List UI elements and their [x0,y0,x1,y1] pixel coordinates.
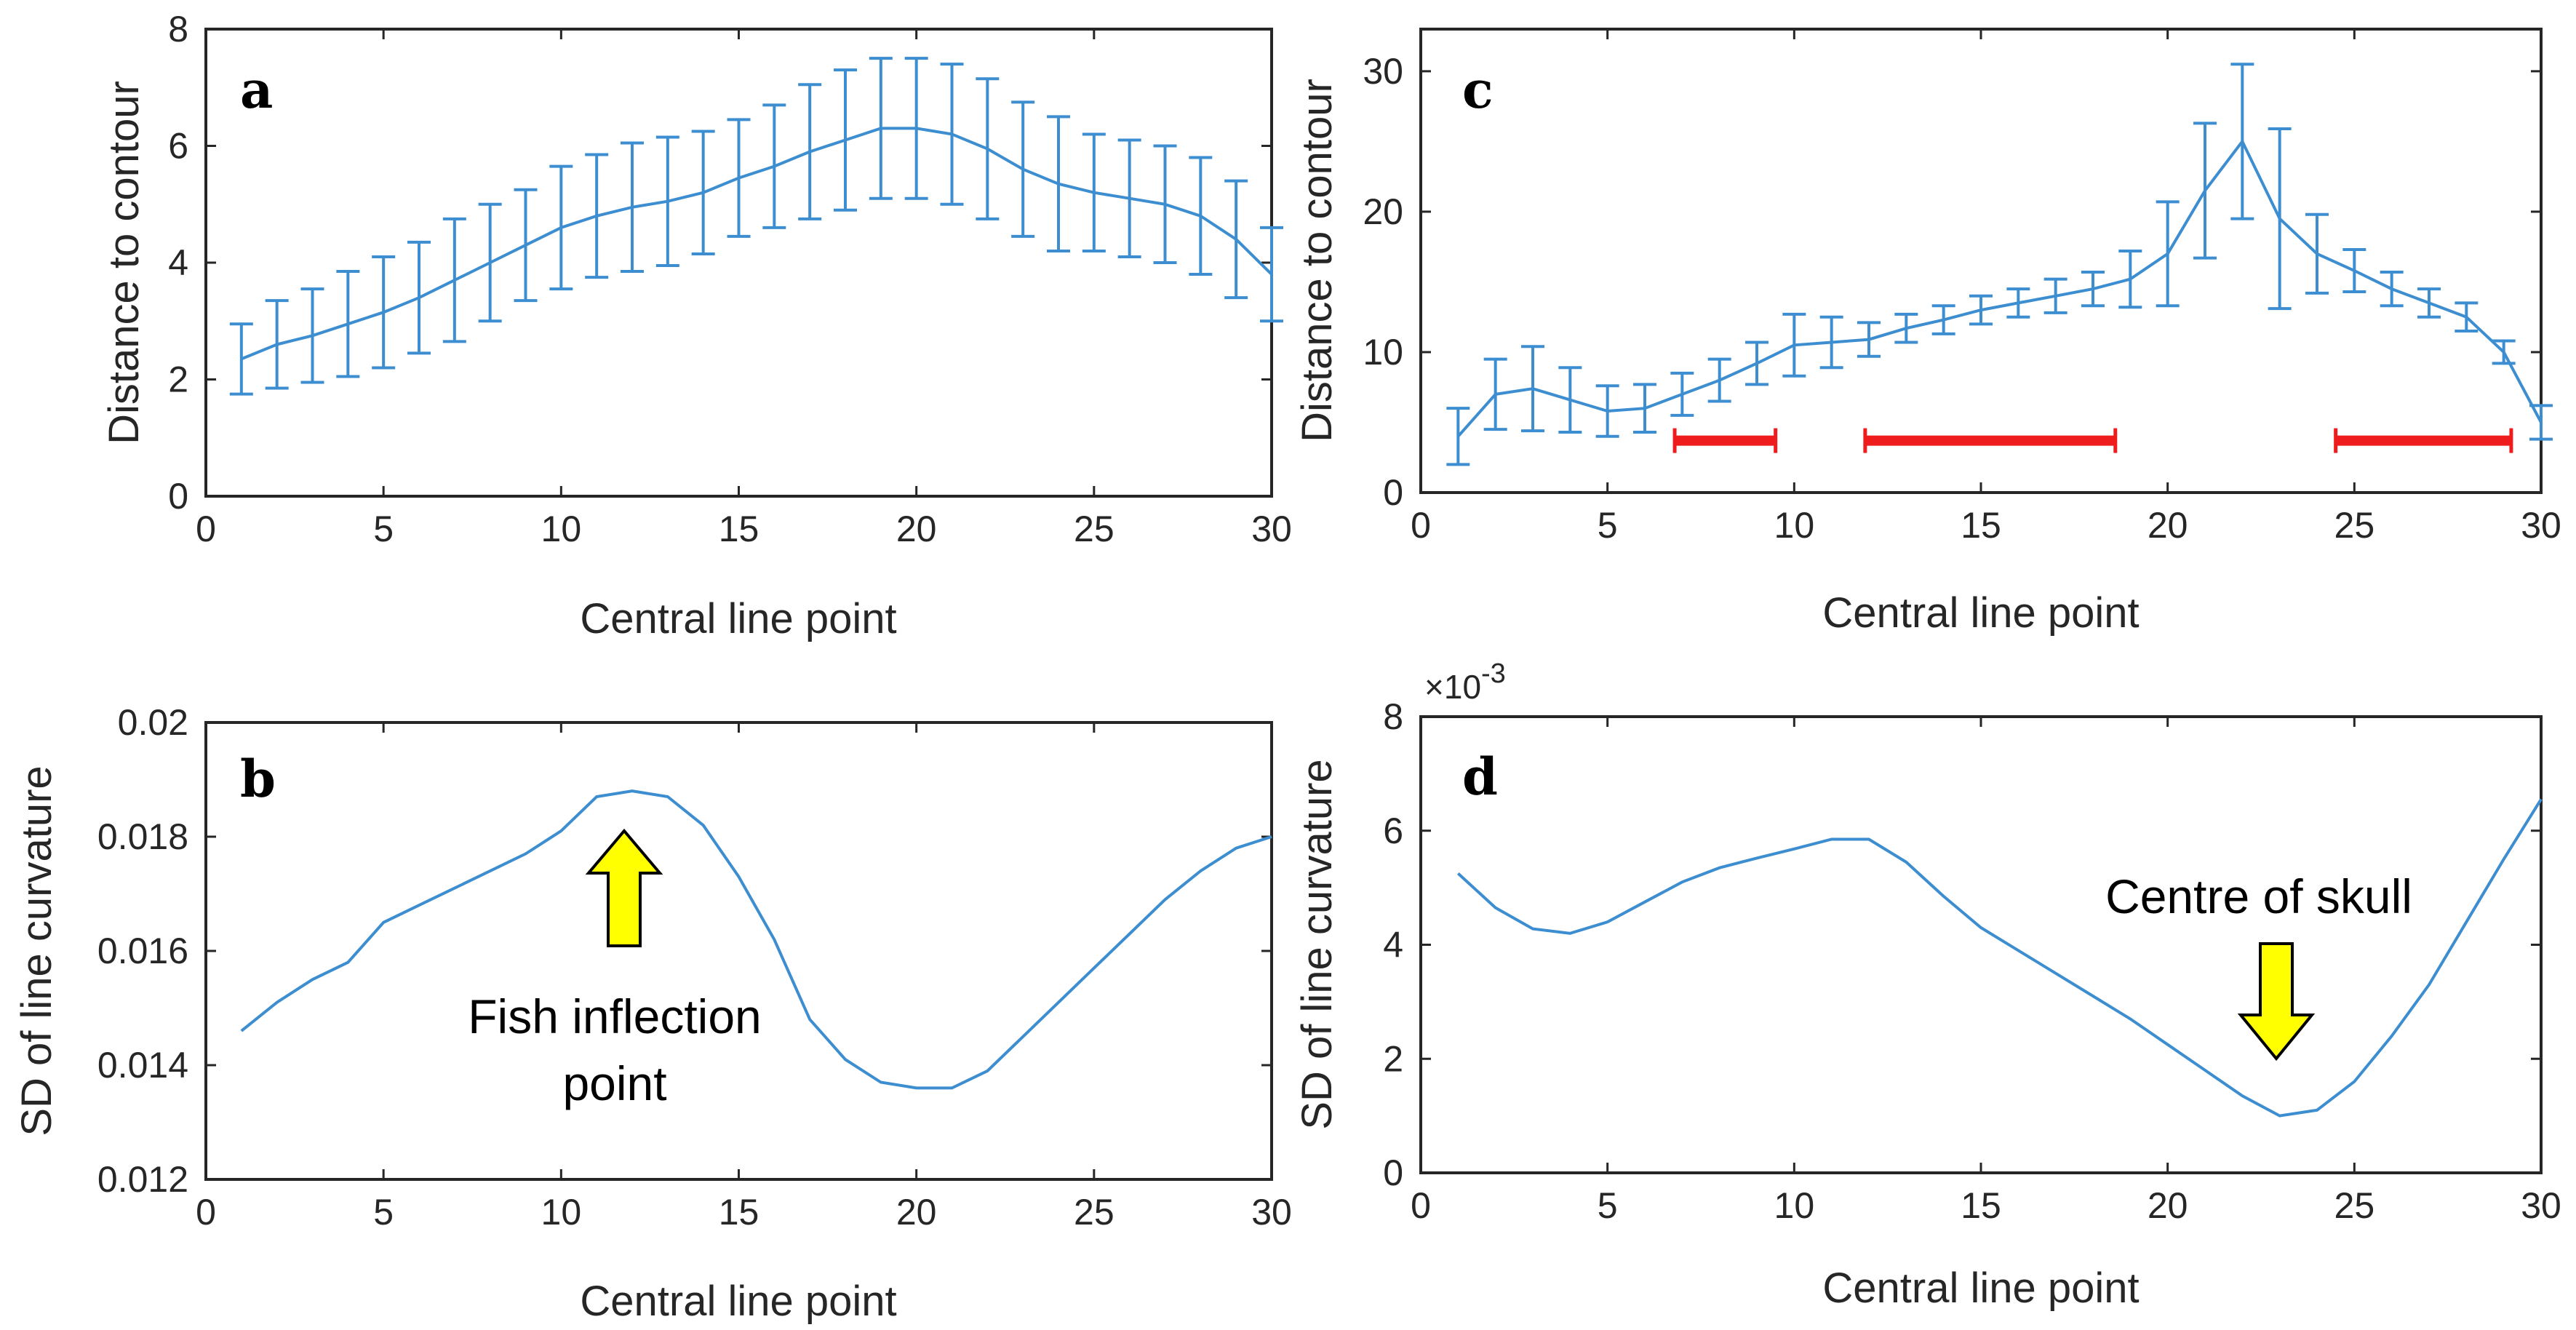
panel-a-y-tick-label: 8 [168,9,188,49]
panel-a-x-axis-label: Central line point [580,595,896,642]
panel-d-x-tick-label: 0 [1411,1185,1431,1226]
panel-a-x-tick-label: 15 [719,509,759,549]
panel-d-tick-labels: 0 5 10 15 20 25 30 0 2 4 6 8 [1383,696,2561,1226]
panel-b-x-axis-label: Central line point [580,1278,896,1325]
panel-c-y-tick-label: 0 [1383,472,1403,513]
panel-a-y-tick-label: 0 [168,476,188,517]
panel-c-y-tick-label: 10 [1363,332,1403,373]
panel-b-y-tick-label: 0.012 [97,1159,188,1200]
panel-d-x-tick-label: 20 [2148,1185,2188,1226]
panel-d-y-tick-label: 8 [1383,696,1403,737]
panel-c-y-tick-label: 30 [1363,51,1403,92]
panel-c-y-tick-label: 20 [1363,191,1403,232]
panel-d-y-axis-label: SD of line curvature [1293,759,1341,1129]
panel-d-x-tick-label: 5 [1598,1185,1618,1226]
panel-c-x-tick-label: 5 [1598,505,1618,546]
panel-b-x-tick-label: 25 [1074,1192,1114,1233]
panel-b-y-tick-label: 0.02 [118,702,188,743]
panel-b-annotation-line2: point [562,1056,666,1110]
panel-a-x-tick-label: 10 [541,509,582,549]
panel-b-x-tick-label: 20 [896,1192,937,1233]
panel-b-y-tick-label: 0.014 [97,1045,188,1086]
panel-a-x-tick-label: 25 [1074,509,1114,549]
panel-b-y-tick-label: 0.018 [97,816,188,857]
panel-c-x-tick-label: 30 [2521,505,2561,546]
panel-a-x-tick-label: 30 [1251,509,1292,549]
panel-a-tick-labels: 0 5 10 15 20 25 30 0 2 4 6 8 [168,9,1292,549]
panel-d-y-tick-label: 4 [1383,925,1403,965]
panel-a-plot-area [204,28,1273,498]
panel-c-plot-area [1419,28,2543,494]
panel-d: 0 5 10 15 20 25 30 0 2 4 6 8 d ×10-3 Central line p… [1293,658,2561,1312]
panel-a-y-axis-label: Distance to contour [100,81,148,445]
panel-d-y-tick-label: 6 [1383,811,1403,851]
panel-b-x-tick-label: 0 [196,1192,216,1233]
down-arrow-icon [2237,942,2316,1062]
panel-c-x-tick-label: 0 [1411,505,1431,546]
panel-a-x-tick-label: 0 [196,509,216,549]
panel-c-tick-labels: 0 5 10 15 20 25 30 0 10 20 30 [1363,51,2561,546]
panel-a-x-tick-label: 5 [373,509,394,549]
panel-b-ticks [204,721,1273,1181]
panel-b-y-tick-label: 0.016 [97,931,188,971]
panel-b-x-tick-label: 30 [1251,1192,1292,1233]
panel-c-series-line [1456,138,2543,438]
panel-c-label: c [1462,60,1494,120]
panel-d-ticks [1419,715,2543,1174]
panel-c-x-axis-label: Central line point [1822,589,2139,637]
panel-a-x-tick-label: 20 [896,509,937,549]
panel-d-x-tick-label: 25 [2334,1185,2375,1226]
panel-d-x-axis-label: Central line point [1822,1265,2139,1312]
panel-d-x-tick-label: 30 [2521,1185,2561,1226]
panel-c-x-tick-label: 20 [2148,505,2188,546]
panel-b-annotation-line1: Fish inflection [468,989,762,1043]
panel-b-plot-area [204,721,1273,1181]
panel-a-y-tick-label: 4 [168,242,188,283]
panel-d-y-tick-label: 0 [1383,1152,1403,1193]
panel-d-y-tick-label: 2 [1383,1038,1403,1079]
panel-d-plot-area [1419,715,2543,1174]
panel-a-series-line [241,127,1273,361]
panel-c-x-tick-label: 15 [1961,505,2001,546]
panel-c-highlight-bars [1672,428,2513,453]
panel-b-y-axis-label: SD of line curvature [13,765,60,1136]
up-arrow-icon [585,828,663,947]
panel-d-annotation: Centre of skull [2105,869,2412,923]
panel-c: 0 5 10 15 20 25 30 0 10 20 30 c Central line point… [1293,28,2561,637]
panel-d-x-tick-label: 10 [1774,1185,1815,1226]
panel-a-y-tick-label: 6 [168,126,188,167]
panel-c-ticks [1419,29,2543,494]
panel-b-x-tick-label: 15 [719,1192,759,1233]
panel-b-tick-labels: 0 5 10 15 20 25 30 0.012 0.014 0.016 0.018 0.02 [97,702,1292,1233]
panel-c-x-tick-label: 25 [2334,505,2375,546]
panel-b-x-tick-label: 10 [541,1192,582,1233]
panel-b: 0 5 10 15 20 25 30 0.012 0.014 0.016 0.018 0.02 b C… [13,702,1292,1325]
panel-c-x-tick-label: 10 [1774,505,1815,546]
panel-b-label: b [240,749,276,809]
panel-b-x-tick-label: 5 [373,1192,394,1233]
panel-a-label: a [240,60,273,120]
panel-d-label: d [1462,746,1498,807]
panel-b-series-line [240,789,1272,1090]
panel-d-series-line [1456,798,2543,1118]
panel-a-ticks [204,28,1273,498]
panel-a: 0 5 10 15 20 25 30 0 2 4 6 8 a Central line point D… [100,9,1292,642]
panel-c-y-axis-label: Distance to contour [1293,79,1341,442]
panel-a-y-tick-label: 2 [168,359,188,400]
panel-d-x-tick-label: 15 [1961,1185,2001,1226]
panel-d-exponent-label: ×10-3 [1424,658,1506,706]
